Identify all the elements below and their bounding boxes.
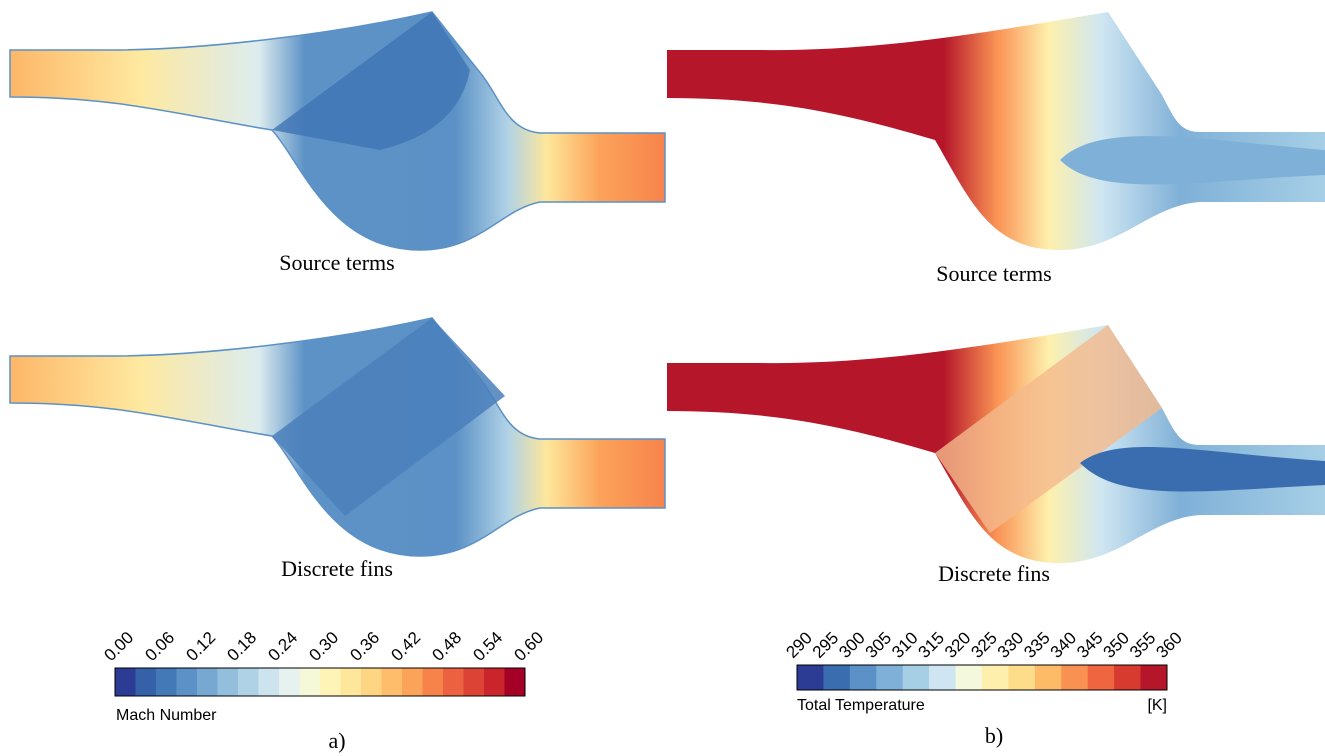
colorbar-band bbox=[299, 668, 321, 696]
colorbar-band bbox=[823, 665, 851, 690]
colorbar-band bbox=[902, 665, 930, 690]
colorbar-band bbox=[1087, 665, 1115, 690]
colorbar-band bbox=[1008, 665, 1036, 690]
colorbar-tick-label: 0.30 bbox=[305, 628, 342, 665]
colorbar-band bbox=[320, 668, 341, 696]
colorbar-tick-label: 0.48 bbox=[428, 628, 465, 665]
colorbar-band bbox=[197, 668, 218, 696]
colorbar-tick-label: 0.24 bbox=[264, 628, 301, 665]
colorbar-band bbox=[258, 668, 280, 696]
caption: Discrete fins bbox=[281, 556, 393, 581]
colorbar-tick-label: 0.36 bbox=[346, 628, 383, 665]
colorbar-band bbox=[135, 668, 157, 696]
colorbar-title: Mach Number bbox=[116, 707, 217, 724]
colorbar-tick-label: 0.18 bbox=[223, 628, 260, 665]
colorbar-band bbox=[156, 668, 177, 696]
colorbar-band bbox=[849, 665, 877, 690]
figure-label: b) bbox=[985, 723, 1003, 748]
colorbar-tick-label: 0.06 bbox=[141, 628, 178, 665]
temperature-source-panel bbox=[667, 12, 1325, 250]
colorbar-band bbox=[876, 665, 904, 690]
caption: Source terms bbox=[936, 261, 1051, 286]
colorbar-band bbox=[340, 668, 362, 696]
colorbar-band bbox=[422, 668, 444, 696]
colorbar-band bbox=[238, 668, 259, 696]
colorbar-band bbox=[929, 665, 957, 690]
caption: Discrete fins bbox=[938, 561, 1050, 586]
colorbar-band bbox=[1140, 665, 1168, 690]
colorbar-band bbox=[176, 668, 198, 696]
colorbar-tick-label: 0.12 bbox=[182, 628, 219, 665]
colorbar-band bbox=[361, 668, 382, 696]
colorbar-band bbox=[402, 668, 423, 696]
colorbar-band bbox=[484, 668, 505, 696]
mach-source-panel bbox=[9, 11, 666, 251]
colorbar-unit: [K] bbox=[1147, 697, 1167, 714]
colorbar-band bbox=[504, 668, 526, 696]
colorbar-band bbox=[279, 668, 300, 696]
colorbar-tick-label: 360 bbox=[1152, 628, 1185, 661]
colorbar-tick-label: 0.00 bbox=[100, 628, 137, 665]
mach-fins-panel bbox=[9, 317, 666, 557]
colorbar-band bbox=[381, 668, 403, 696]
figure-label: a) bbox=[328, 728, 345, 753]
temperature-fins-panel bbox=[667, 325, 1325, 563]
colorbar-band bbox=[443, 668, 464, 696]
colorbar-band bbox=[115, 668, 136, 696]
colorbar-band bbox=[1114, 665, 1142, 690]
colorbar-band bbox=[982, 665, 1009, 690]
colorbar-band bbox=[1034, 665, 1062, 690]
colorbar-frame bbox=[114, 667, 526, 697]
colorbar-tick-label: 0.42 bbox=[387, 628, 424, 665]
colorbar-band bbox=[463, 668, 485, 696]
colorbar-band bbox=[1061, 665, 1089, 690]
colorbar-tick-label: 0.60 bbox=[510, 628, 547, 665]
colorbar-title: Total Temperature bbox=[797, 697, 925, 714]
colorbar-band bbox=[955, 665, 983, 690]
colorbar-frame bbox=[796, 664, 1168, 691]
colorbar-band bbox=[797, 665, 824, 690]
caption: Source terms bbox=[279, 250, 394, 275]
colorbar-tick-label: 0.54 bbox=[469, 628, 506, 665]
colorbar-band bbox=[217, 668, 239, 696]
